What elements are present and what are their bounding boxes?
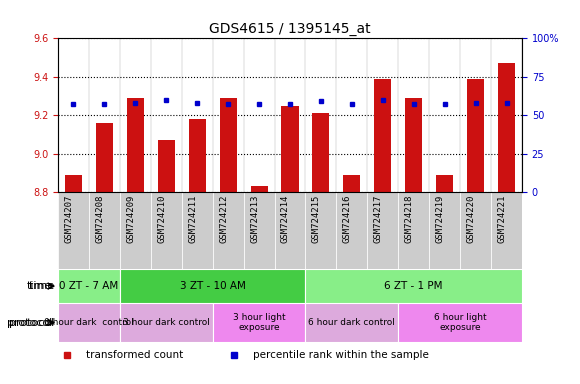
Text: GSM724210: GSM724210 bbox=[157, 194, 166, 243]
Bar bbox=[498, 63, 515, 192]
Bar bbox=[120, 303, 213, 342]
Text: protocol: protocol bbox=[9, 318, 58, 328]
Text: 3 ZT - 10 AM: 3 ZT - 10 AM bbox=[180, 281, 245, 291]
Bar bbox=[306, 192, 336, 269]
Bar bbox=[188, 119, 206, 192]
Bar bbox=[220, 98, 237, 192]
Text: GSM724220: GSM724220 bbox=[466, 194, 476, 243]
Bar bbox=[429, 192, 460, 269]
Bar bbox=[398, 192, 429, 269]
Text: GSM724218: GSM724218 bbox=[405, 194, 414, 243]
Bar bbox=[281, 106, 299, 192]
Bar bbox=[491, 192, 522, 269]
Bar bbox=[343, 175, 360, 192]
Bar bbox=[158, 140, 175, 192]
Bar bbox=[405, 98, 422, 192]
Bar bbox=[251, 186, 267, 192]
Text: 6 ZT - 1 PM: 6 ZT - 1 PM bbox=[385, 281, 443, 291]
Bar bbox=[460, 192, 491, 269]
Bar bbox=[96, 123, 113, 192]
Bar bbox=[274, 192, 306, 269]
Text: GSM724219: GSM724219 bbox=[436, 194, 445, 243]
Bar bbox=[244, 192, 274, 269]
Text: time: time bbox=[27, 281, 52, 291]
Text: GSM724211: GSM724211 bbox=[188, 194, 197, 243]
Text: GSM724209: GSM724209 bbox=[126, 194, 135, 243]
Bar bbox=[89, 192, 120, 269]
Bar bbox=[127, 98, 144, 192]
Bar bbox=[65, 175, 82, 192]
Bar bbox=[120, 269, 306, 303]
Text: time: time bbox=[29, 281, 58, 291]
Bar bbox=[374, 79, 392, 192]
Bar bbox=[306, 303, 398, 342]
Bar bbox=[213, 192, 244, 269]
Bar bbox=[313, 113, 329, 192]
Text: GSM724213: GSM724213 bbox=[250, 194, 259, 243]
Text: 3 hour light
exposure: 3 hour light exposure bbox=[233, 313, 285, 332]
Text: GSM724208: GSM724208 bbox=[95, 194, 104, 243]
Title: GDS4615 / 1395145_at: GDS4615 / 1395145_at bbox=[209, 22, 371, 36]
Text: GSM724217: GSM724217 bbox=[374, 194, 383, 243]
Bar bbox=[182, 192, 213, 269]
Text: GSM724207: GSM724207 bbox=[64, 194, 74, 243]
Bar bbox=[58, 303, 120, 342]
Text: protocol: protocol bbox=[7, 318, 52, 328]
Text: GSM724212: GSM724212 bbox=[219, 194, 228, 243]
Bar bbox=[151, 192, 182, 269]
Text: GSM724216: GSM724216 bbox=[343, 194, 352, 243]
Bar bbox=[336, 192, 367, 269]
Text: transformed count: transformed count bbox=[86, 350, 183, 360]
Text: GSM724214: GSM724214 bbox=[281, 194, 290, 243]
Bar bbox=[213, 303, 306, 342]
Text: GSM724215: GSM724215 bbox=[312, 194, 321, 243]
Text: GSM724221: GSM724221 bbox=[498, 194, 506, 243]
Text: 0 ZT - 7 AM: 0 ZT - 7 AM bbox=[59, 281, 118, 291]
Bar bbox=[367, 192, 398, 269]
Bar bbox=[467, 79, 484, 192]
Bar bbox=[398, 303, 522, 342]
Bar bbox=[58, 269, 120, 303]
Text: 6 hour light
exposure: 6 hour light exposure bbox=[434, 313, 487, 332]
Bar bbox=[58, 192, 89, 269]
Text: percentile rank within the sample: percentile rank within the sample bbox=[253, 350, 429, 360]
Text: 6 hour dark control: 6 hour dark control bbox=[309, 318, 396, 327]
Bar bbox=[436, 175, 453, 192]
Text: 3 hour dark control: 3 hour dark control bbox=[123, 318, 210, 327]
Bar bbox=[120, 192, 151, 269]
Bar bbox=[306, 269, 522, 303]
Text: 0 hour dark  control: 0 hour dark control bbox=[44, 318, 134, 327]
